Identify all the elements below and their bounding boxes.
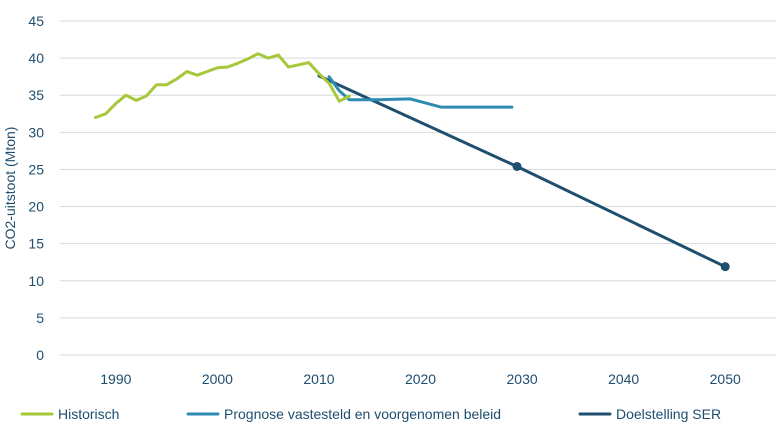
- legend: Historisch Prognose vastesteld en voorgen…: [20, 406, 721, 422]
- x-tick-label: 1990: [100, 371, 131, 387]
- y-tick-label: 10: [28, 273, 44, 289]
- legend-label-3: Doelstelling SER: [616, 406, 721, 422]
- series: [94, 52, 730, 272]
- y-tick-label: 25: [28, 161, 44, 177]
- y-tick-label: 5: [36, 310, 44, 326]
- series-line-2: [327, 75, 514, 109]
- y-tick-label: 20: [28, 199, 44, 215]
- gridlines: [60, 20, 776, 356]
- y-tick-label: 0: [36, 347, 44, 363]
- series-line-3: [317, 74, 727, 269]
- y-tick-label: 45: [28, 13, 44, 29]
- series-marker-3: [512, 161, 522, 171]
- x-tick-label: 2020: [405, 371, 436, 387]
- y-tick-label: 15: [28, 236, 44, 252]
- legend-label-1: Historisch: [58, 406, 119, 422]
- y-tick-label: 30: [28, 124, 44, 140]
- x-tick-label: 2050: [710, 371, 741, 387]
- series-marker-3: [720, 262, 730, 272]
- y-axis-title: CO2-uitstoot (Mton): [2, 127, 18, 250]
- series-line-1: [94, 52, 351, 119]
- x-tick-label: 2010: [303, 371, 334, 387]
- y-tick-label: 40: [28, 50, 44, 66]
- y-tick-label: 35: [28, 87, 44, 103]
- x-tick-label: 2030: [507, 371, 538, 387]
- legend-label-2: Prognose vastesteld en voorgenomen belei…: [224, 406, 501, 422]
- x-tick-label: 2040: [608, 371, 639, 387]
- x-tick-label: 2000: [202, 371, 233, 387]
- x-axis-ticks: 1990 2000 2010 2020 2030 2040 2050: [100, 371, 741, 387]
- y-axis-ticks: 0 5 10 15 20 25 30 35 40 45: [28, 13, 44, 363]
